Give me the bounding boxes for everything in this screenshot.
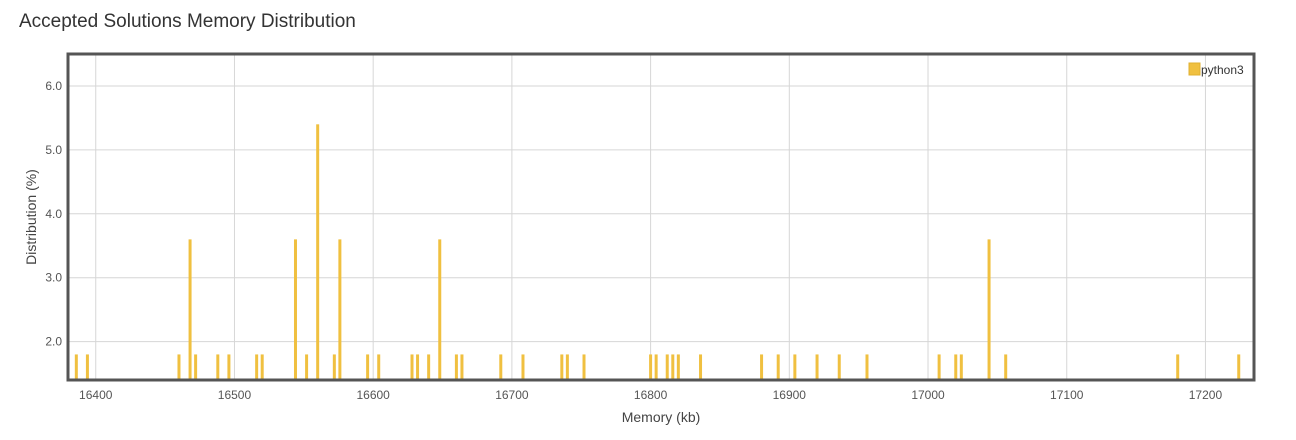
y-tick-label: 5.0 bbox=[45, 143, 62, 157]
x-tick-label: 17200 bbox=[1189, 388, 1223, 402]
bar bbox=[654, 354, 658, 380]
legend-label-python3: python3 bbox=[1201, 63, 1244, 77]
bar bbox=[954, 354, 958, 380]
bar bbox=[959, 354, 963, 380]
bar bbox=[410, 354, 414, 380]
bar bbox=[665, 354, 669, 380]
bar bbox=[793, 354, 797, 380]
bar bbox=[815, 354, 819, 380]
y-tick-label: 4.0 bbox=[45, 207, 62, 221]
bar bbox=[438, 239, 442, 380]
bar bbox=[837, 354, 841, 380]
x-tick-label: 16900 bbox=[773, 388, 807, 402]
bar bbox=[676, 354, 680, 380]
x-tick-label: 17000 bbox=[911, 388, 945, 402]
bar bbox=[74, 354, 78, 380]
y-tick-label: 3.0 bbox=[45, 271, 62, 285]
chart-title: Accepted Solutions Memory Distribution bbox=[19, 11, 356, 32]
bar bbox=[1176, 354, 1180, 380]
bar bbox=[1237, 354, 1241, 380]
bar bbox=[460, 354, 464, 380]
bar bbox=[366, 354, 370, 380]
bar bbox=[216, 354, 220, 380]
x-tick-label: 16700 bbox=[495, 388, 529, 402]
tick-labels: 16400 16500 16600 16700 16800 16900 17000 17100… bbox=[45, 79, 1222, 402]
x-tick-label: 16500 bbox=[218, 388, 252, 402]
bar bbox=[865, 354, 869, 380]
bar bbox=[177, 354, 181, 380]
bar bbox=[699, 354, 703, 380]
bar bbox=[499, 354, 503, 380]
bars bbox=[74, 124, 1241, 381]
bar bbox=[332, 354, 336, 380]
bar bbox=[305, 354, 309, 380]
plot-frame bbox=[66, 52, 1256, 382]
x-tick-label: 16800 bbox=[634, 388, 668, 402]
bar bbox=[194, 354, 198, 380]
x-tick-label: 16400 bbox=[79, 388, 113, 402]
y-tick-label: 2.0 bbox=[45, 335, 62, 349]
bar bbox=[188, 239, 192, 380]
x-tick-label: 17100 bbox=[1050, 388, 1084, 402]
bar bbox=[316, 124, 320, 381]
legend-swatch-python3 bbox=[1188, 62, 1201, 76]
bar bbox=[582, 354, 586, 380]
bar bbox=[377, 354, 381, 380]
bar bbox=[427, 354, 431, 380]
x-tick-label: 16600 bbox=[356, 388, 390, 402]
bar bbox=[987, 239, 991, 380]
bar bbox=[454, 354, 458, 380]
bar bbox=[338, 239, 342, 380]
x-axis-label: Memory (kb) bbox=[622, 409, 701, 425]
bar bbox=[293, 239, 297, 380]
bar bbox=[260, 354, 264, 380]
y-tick-label: 6.0 bbox=[45, 79, 62, 93]
bar bbox=[565, 354, 569, 380]
bar bbox=[760, 354, 764, 380]
grid-lines bbox=[68, 54, 1254, 380]
bar bbox=[560, 354, 564, 380]
bar bbox=[255, 354, 259, 380]
bar bbox=[776, 354, 780, 380]
bar bbox=[1004, 354, 1008, 380]
bar bbox=[937, 354, 941, 380]
y-axis-label: Distribution (%) bbox=[23, 169, 39, 265]
bar bbox=[521, 354, 525, 380]
bar bbox=[227, 354, 231, 380]
bar bbox=[649, 354, 653, 380]
bar bbox=[85, 354, 89, 380]
legend[interactable]: python3 bbox=[1188, 62, 1244, 77]
bar bbox=[416, 354, 420, 380]
bar bbox=[671, 354, 675, 380]
